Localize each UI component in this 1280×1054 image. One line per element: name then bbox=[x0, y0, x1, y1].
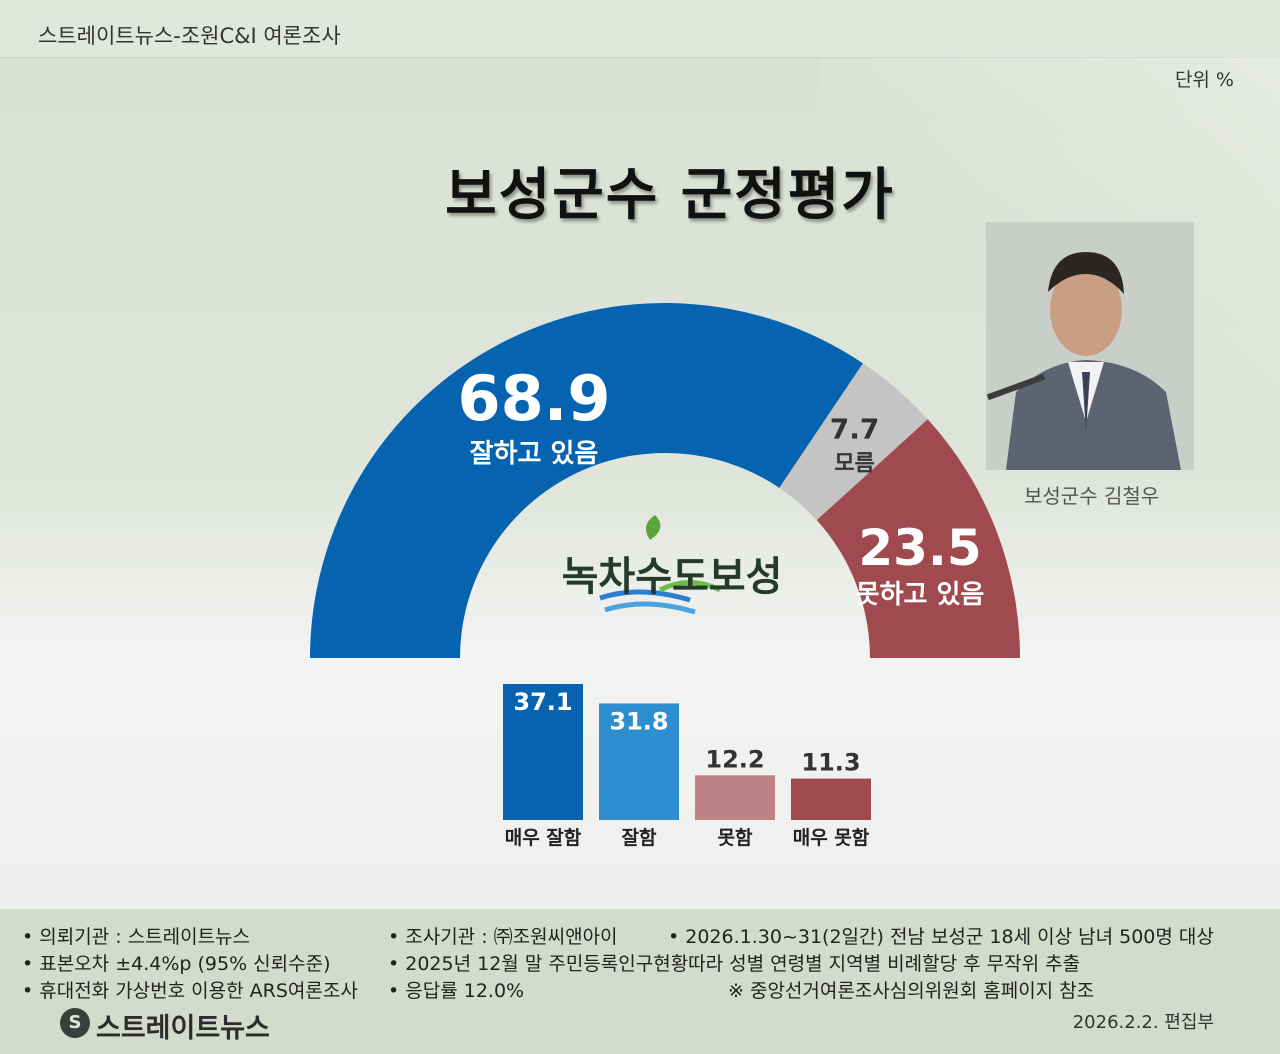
note-method: • 휴대전화 가상번호 이용한 ARS여론조사 bbox=[22, 980, 358, 1002]
news-logo: 스트레이트뉴스 bbox=[96, 1013, 270, 1044]
news-logo-icon: S bbox=[60, 1008, 90, 1038]
bar-value-good: 31.8 bbox=[609, 707, 668, 735]
center-logo-text: 녹차수도보성 bbox=[562, 554, 783, 600]
slice-dontknow bbox=[779, 363, 928, 521]
bar-very-good bbox=[503, 684, 583, 820]
footer: • 의뢰기관 : 스트레이트뉴스 • 조사기관 : ㈜조원씨앤아이 • 2026… bbox=[0, 909, 1280, 1054]
slice-value-good: 68.9 bbox=[458, 362, 611, 435]
note-agency: • 조사기관 : ㈜조원씨앤아이 bbox=[388, 926, 618, 948]
chart-title: 보성군수 군정평가 bbox=[445, 163, 895, 228]
bar-value-very-good: 37.1 bbox=[513, 688, 572, 716]
bar-chart: 37.1 매우 잘함 31.8 잘함 12.2 못함 11.3 매우 못함 bbox=[503, 684, 871, 849]
note-client: • 의뢰기관 : 스트레이트뉴스 bbox=[22, 926, 251, 948]
slice-value-bad: 23.5 bbox=[858, 519, 981, 577]
person-photo-icon bbox=[986, 222, 1194, 470]
note-sampling: • 2025년 12월 말 주민등록인구현황따라 성별 연령별 지역별 비례할당… bbox=[388, 953, 1081, 975]
note-error: • 표본오차 ±4.4%p (95% 신뢰수준) bbox=[22, 953, 331, 975]
slice-good bbox=[310, 303, 863, 658]
bar-value-very-bad: 11.3 bbox=[801, 749, 860, 777]
source-title: 스트레이트뉴스-조원C&I 여론조사 bbox=[38, 24, 341, 48]
unit-label: 단위 % bbox=[1174, 69, 1234, 91]
bar-label-very-good: 매우 잘함 bbox=[505, 827, 582, 849]
publish-date: 2026.2.2. 편집부 bbox=[1072, 1012, 1214, 1033]
note-reference: ※ 중앙선거여론조사심의위원회 홈페이지 참조 bbox=[728, 980, 1095, 1002]
bar-very-bad bbox=[791, 778, 871, 820]
bar-label-good: 잘함 bbox=[622, 827, 657, 849]
note-response: • 응답률 12.0% bbox=[388, 980, 525, 1002]
leaf-icon bbox=[646, 515, 661, 540]
bar-bad bbox=[695, 775, 775, 820]
bar-good bbox=[599, 703, 679, 820]
bar-label-very-bad: 매우 못함 bbox=[793, 827, 870, 849]
slice-label-good: 잘하고 있음 bbox=[470, 439, 599, 469]
note-period: • 2026.1.30~31(2일간) 전남 보성군 18세 이상 남녀 500… bbox=[668, 926, 1214, 948]
bar-value-bad: 12.2 bbox=[705, 745, 764, 773]
slice-label-dontknow: 모름 bbox=[834, 452, 874, 477]
photo-caption: 보성군수 김철우 bbox=[1024, 484, 1160, 508]
slice-bad bbox=[816, 419, 1020, 658]
mayor-photo bbox=[986, 222, 1194, 470]
slice-label-bad: 못하고 있음 bbox=[856, 580, 985, 610]
bar-label-bad: 못함 bbox=[718, 827, 753, 849]
slice-value-dontknow: 7.7 bbox=[830, 413, 880, 446]
center-logo: 녹차수도보성 bbox=[562, 515, 783, 615]
top-bar: 스트레이트뉴스-조원C&I 여론조사 bbox=[0, 0, 1280, 58]
